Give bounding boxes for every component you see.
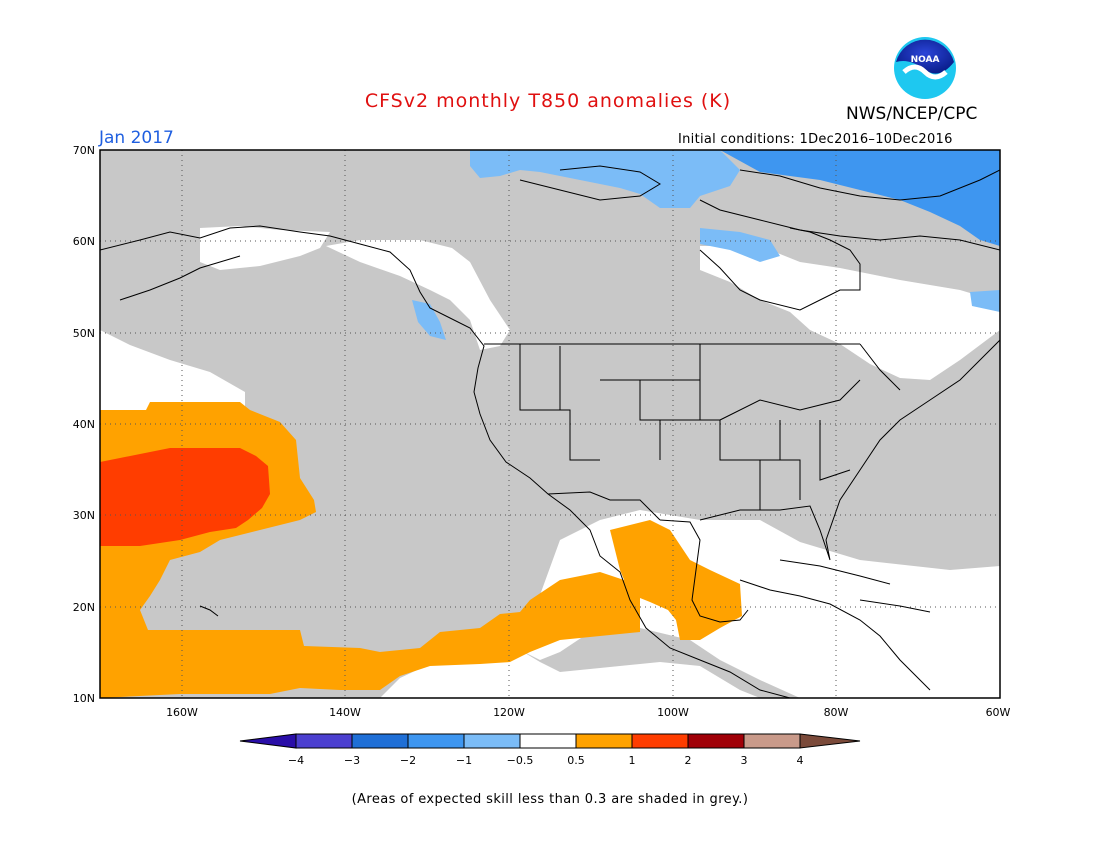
colorbar-label-4: −0.5: [507, 754, 534, 767]
lat-50n: 50N: [73, 327, 95, 340]
lon-160w: 160W: [166, 706, 198, 719]
cold-anomaly-regions: [412, 150, 1000, 340]
lat-10n: 10N: [73, 692, 95, 705]
colorbar-swatch-2: [351, 733, 409, 749]
noaa-logo: NOAA: [894, 37, 956, 99]
lat-70n: 70N: [73, 144, 95, 157]
lat-30n: 30N: [73, 509, 95, 522]
lat-40n: 40N: [73, 418, 95, 431]
colorbar-label-8: 3: [741, 754, 748, 767]
colorbar-swatch-5: [519, 733, 577, 749]
colorbar-label-2: −2: [400, 754, 416, 767]
lat-20n: 20N: [73, 601, 95, 614]
colorbar: −4 −3 −2 −1 −0.5 0.5 1 2 3 4: [239, 733, 861, 767]
lat-60n: 60N: [73, 235, 95, 248]
colorbar-label-5: 0.5: [567, 754, 585, 767]
colorbar-label-7: 2: [685, 754, 692, 767]
map-title: CFSv2 monthly T850 anomalies (K): [364, 90, 732, 112]
political-borders: [484, 343, 901, 521]
colorbar-swatch-4: [463, 733, 521, 749]
colorbar-label-1: −3: [344, 754, 360, 767]
initial-conditions: Initial conditions: 1Dec2016–10Dec2016: [678, 132, 953, 147]
colorbar-swatch-3: [407, 733, 465, 749]
coastlines: [100, 165, 1000, 698]
longitude-labels: 160W 140W 120W 100W 80W 60W: [166, 706, 1010, 719]
warm-anomaly-regions: [100, 402, 742, 698]
colorbar-swatch-7: [631, 733, 689, 749]
lon-60w: 60W: [986, 706, 1011, 719]
lon-120w: 120W: [493, 706, 525, 719]
noaa-logo-text: NOAA: [911, 55, 940, 65]
colorbar-label-3: −1: [456, 754, 472, 767]
forecast-month: Jan 2017: [99, 128, 174, 148]
map-frame: [99, 149, 1001, 699]
latitude-labels: 70N 60N 50N 40N 30N 20N 10N: [73, 144, 95, 705]
colorbar-label-9: 4: [797, 754, 804, 767]
colorbar-swatch-1: [295, 733, 353, 749]
colorbar-label-0: −4: [288, 754, 304, 767]
footnote: (Areas of expected skill less than 0.3 a…: [351, 792, 749, 807]
colorbar-label-6: 1: [629, 754, 636, 767]
lon-100w: 100W: [657, 706, 689, 719]
lon-140w: 140W: [329, 706, 361, 719]
colorbar-swatch-9: [743, 733, 801, 749]
agency-label: NWS/NCEP/CPC: [846, 104, 978, 124]
colorbar-swatch-8: [687, 733, 745, 749]
graticule: [100, 150, 1000, 698]
colorbar-swatch-0: [239, 733, 297, 749]
anomaly-field: [100, 150, 1000, 698]
colorbar-swatch-10: [799, 733, 861, 749]
colorbar-swatch-6: [575, 733, 633, 749]
lon-80w: 80W: [824, 706, 849, 719]
